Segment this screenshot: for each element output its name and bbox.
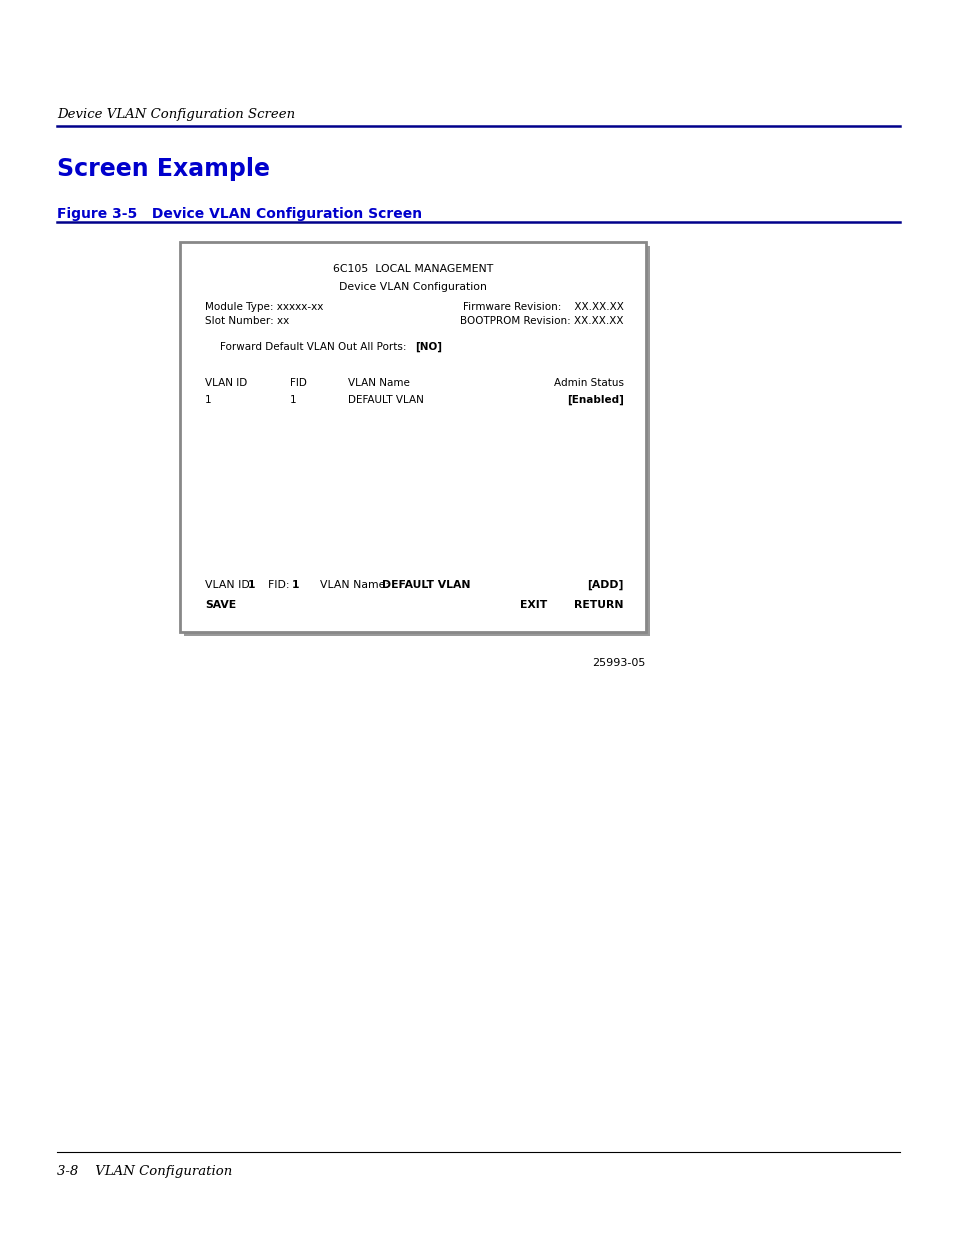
Text: Device VLAN Configuration Screen: Device VLAN Configuration Screen <box>57 107 294 121</box>
Text: SAVE: SAVE <box>205 600 236 610</box>
Text: Figure 3-5   Device VLAN Configuration Screen: Figure 3-5 Device VLAN Configuration Scr… <box>57 207 421 221</box>
Text: VLAN ID:: VLAN ID: <box>205 580 256 590</box>
Text: VLAN Name: VLAN Name <box>348 378 410 388</box>
Text: 3-8    VLAN Configuration: 3-8 VLAN Configuration <box>57 1165 232 1178</box>
Text: 6C105  LOCAL MANAGEMENT: 6C105 LOCAL MANAGEMENT <box>333 264 493 274</box>
Text: FID:: FID: <box>268 580 293 590</box>
Bar <box>180 242 645 632</box>
Text: VLAN Name:: VLAN Name: <box>319 580 392 590</box>
Text: [NO]: [NO] <box>415 342 441 352</box>
Text: 1: 1 <box>248 580 255 590</box>
Text: EXIT: EXIT <box>519 600 547 610</box>
Text: Module Type: xxxxx-xx: Module Type: xxxxx-xx <box>205 303 323 312</box>
Text: 1: 1 <box>290 395 296 405</box>
Bar <box>184 246 649 636</box>
Text: Slot Number: xx: Slot Number: xx <box>205 316 289 326</box>
Text: FID: FID <box>290 378 307 388</box>
Text: DEFAULT VLAN: DEFAULT VLAN <box>348 395 423 405</box>
Text: [ADD]: [ADD] <box>587 580 623 590</box>
Text: BOOTPROM Revision: XX.XX.XX: BOOTPROM Revision: XX.XX.XX <box>460 316 623 326</box>
Text: 1: 1 <box>205 395 212 405</box>
Text: Forward Default VLAN Out All Ports:: Forward Default VLAN Out All Ports: <box>220 342 413 352</box>
Text: 1: 1 <box>292 580 299 590</box>
Text: 25993-05: 25993-05 <box>592 658 645 668</box>
Text: Admin Status: Admin Status <box>554 378 623 388</box>
Text: [Enabled]: [Enabled] <box>566 395 623 405</box>
Text: RETURN: RETURN <box>574 600 623 610</box>
Text: VLAN ID: VLAN ID <box>205 378 247 388</box>
Text: Firmware Revision:    XX.XX.XX: Firmware Revision: XX.XX.XX <box>462 303 623 312</box>
Text: Screen Example: Screen Example <box>57 157 270 182</box>
Text: DEFAULT VLAN: DEFAULT VLAN <box>381 580 470 590</box>
Text: Device VLAN Configuration: Device VLAN Configuration <box>338 282 486 291</box>
